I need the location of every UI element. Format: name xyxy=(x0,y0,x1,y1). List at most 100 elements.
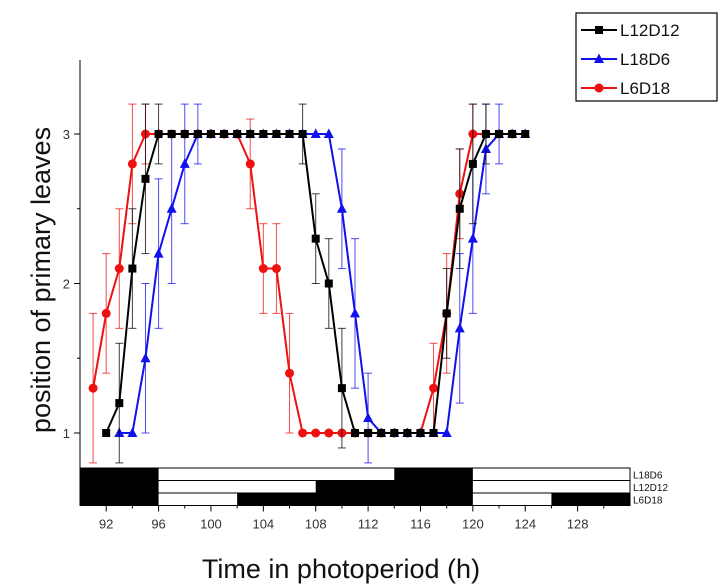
data-point xyxy=(323,128,334,138)
dark-period xyxy=(315,480,473,493)
data-point xyxy=(220,130,229,138)
data-point xyxy=(442,309,451,318)
data-point xyxy=(272,130,281,138)
x-tick-label: 120 xyxy=(462,517,484,532)
photoperiod-bar-label: L18D6 xyxy=(633,471,663,482)
data-point xyxy=(468,159,477,168)
data-point xyxy=(193,130,202,138)
data-point xyxy=(115,399,124,408)
data-point xyxy=(180,130,189,138)
legend-label: L6D18 xyxy=(620,79,670,98)
data-point xyxy=(167,130,176,138)
data-point xyxy=(206,130,215,138)
legend-marker xyxy=(594,53,604,63)
data-point xyxy=(102,429,111,437)
data-point xyxy=(128,264,137,273)
x-tick-label: 124 xyxy=(514,517,536,532)
data-point xyxy=(454,322,465,333)
data-point xyxy=(179,158,190,168)
data-point xyxy=(153,248,164,258)
dark-period xyxy=(80,468,159,481)
series-lines xyxy=(88,103,531,464)
data-point xyxy=(259,130,268,138)
data-point xyxy=(298,428,308,438)
data-point xyxy=(377,429,386,437)
data-point xyxy=(481,130,490,138)
dark-period xyxy=(237,493,473,506)
legend: L12D12 L18D6 L6D18 xyxy=(575,12,718,102)
data-point xyxy=(311,428,321,438)
data-point xyxy=(350,307,360,318)
data-point xyxy=(521,130,530,138)
data-point xyxy=(127,159,137,169)
data-point xyxy=(337,384,346,393)
data-point xyxy=(140,352,151,363)
data-point xyxy=(390,429,399,437)
data-point xyxy=(271,264,281,274)
x-axis-title: Time in photoperiod (h) xyxy=(202,554,480,584)
data-point xyxy=(429,429,438,437)
data-point xyxy=(441,427,452,437)
legend-label: L12D12 xyxy=(620,21,680,40)
dark-period xyxy=(551,493,630,506)
data-point xyxy=(364,429,373,437)
data-point xyxy=(324,279,333,288)
y-tick-label: 3 xyxy=(63,127,70,142)
data-point xyxy=(311,234,320,243)
data-point xyxy=(324,428,334,438)
dark-period xyxy=(394,468,473,481)
legend-items: L12D12 L18D6 L6D18 xyxy=(581,21,680,98)
data-point xyxy=(154,130,163,138)
data-point xyxy=(258,264,268,274)
data-point xyxy=(467,233,478,243)
x-tick-label: 108 xyxy=(305,517,327,532)
x-tick-label: 96 xyxy=(151,517,165,532)
series-l12d12 xyxy=(102,103,530,464)
x-tick-label: 100 xyxy=(200,517,222,532)
x-tick-label: 128 xyxy=(567,517,589,532)
photoperiod-bar-label: L12D12 xyxy=(633,483,668,494)
data-point xyxy=(246,130,255,138)
data-point xyxy=(508,130,517,138)
data-point xyxy=(403,429,412,437)
dark-period xyxy=(80,493,159,506)
data-point xyxy=(298,130,307,138)
y-ticks: 1 2 3 xyxy=(63,127,80,441)
data-point xyxy=(166,203,177,213)
data-point xyxy=(233,130,242,138)
x-tick-label: 92 xyxy=(99,517,113,532)
x-ticks: 92 96 100 104 108 112 116 120 124 128 xyxy=(99,505,605,532)
data-point xyxy=(88,383,98,393)
x-tick-label: 112 xyxy=(358,517,379,532)
data-point xyxy=(363,412,374,423)
y-tick-label: 2 xyxy=(63,277,70,292)
data-point xyxy=(141,174,150,183)
data-point xyxy=(495,130,504,138)
x-tick-label: 104 xyxy=(252,517,274,532)
data-point xyxy=(351,429,359,437)
data-point xyxy=(310,128,321,138)
y-tick-label: 1 xyxy=(63,426,70,441)
data-point xyxy=(429,383,439,393)
legend-label: L18D6 xyxy=(620,50,670,69)
data-point xyxy=(416,429,425,437)
x-tick-label: 116 xyxy=(410,517,431,532)
photoperiod-bar-label: L6D18 xyxy=(633,496,663,507)
data-point xyxy=(285,368,295,378)
data-point xyxy=(336,203,347,213)
photoperiod-bar-l18d6 xyxy=(79,467,631,481)
data-point xyxy=(245,159,255,169)
y-axis-title: position of primary leaves xyxy=(26,127,56,433)
data-point xyxy=(455,204,464,213)
data-point xyxy=(285,130,294,138)
dark-period xyxy=(80,480,159,493)
legend-marker xyxy=(594,83,604,93)
legend-marker xyxy=(595,26,603,34)
data-point xyxy=(101,308,111,318)
data-point xyxy=(114,264,124,274)
data-point xyxy=(127,427,138,437)
series-line xyxy=(119,133,526,434)
